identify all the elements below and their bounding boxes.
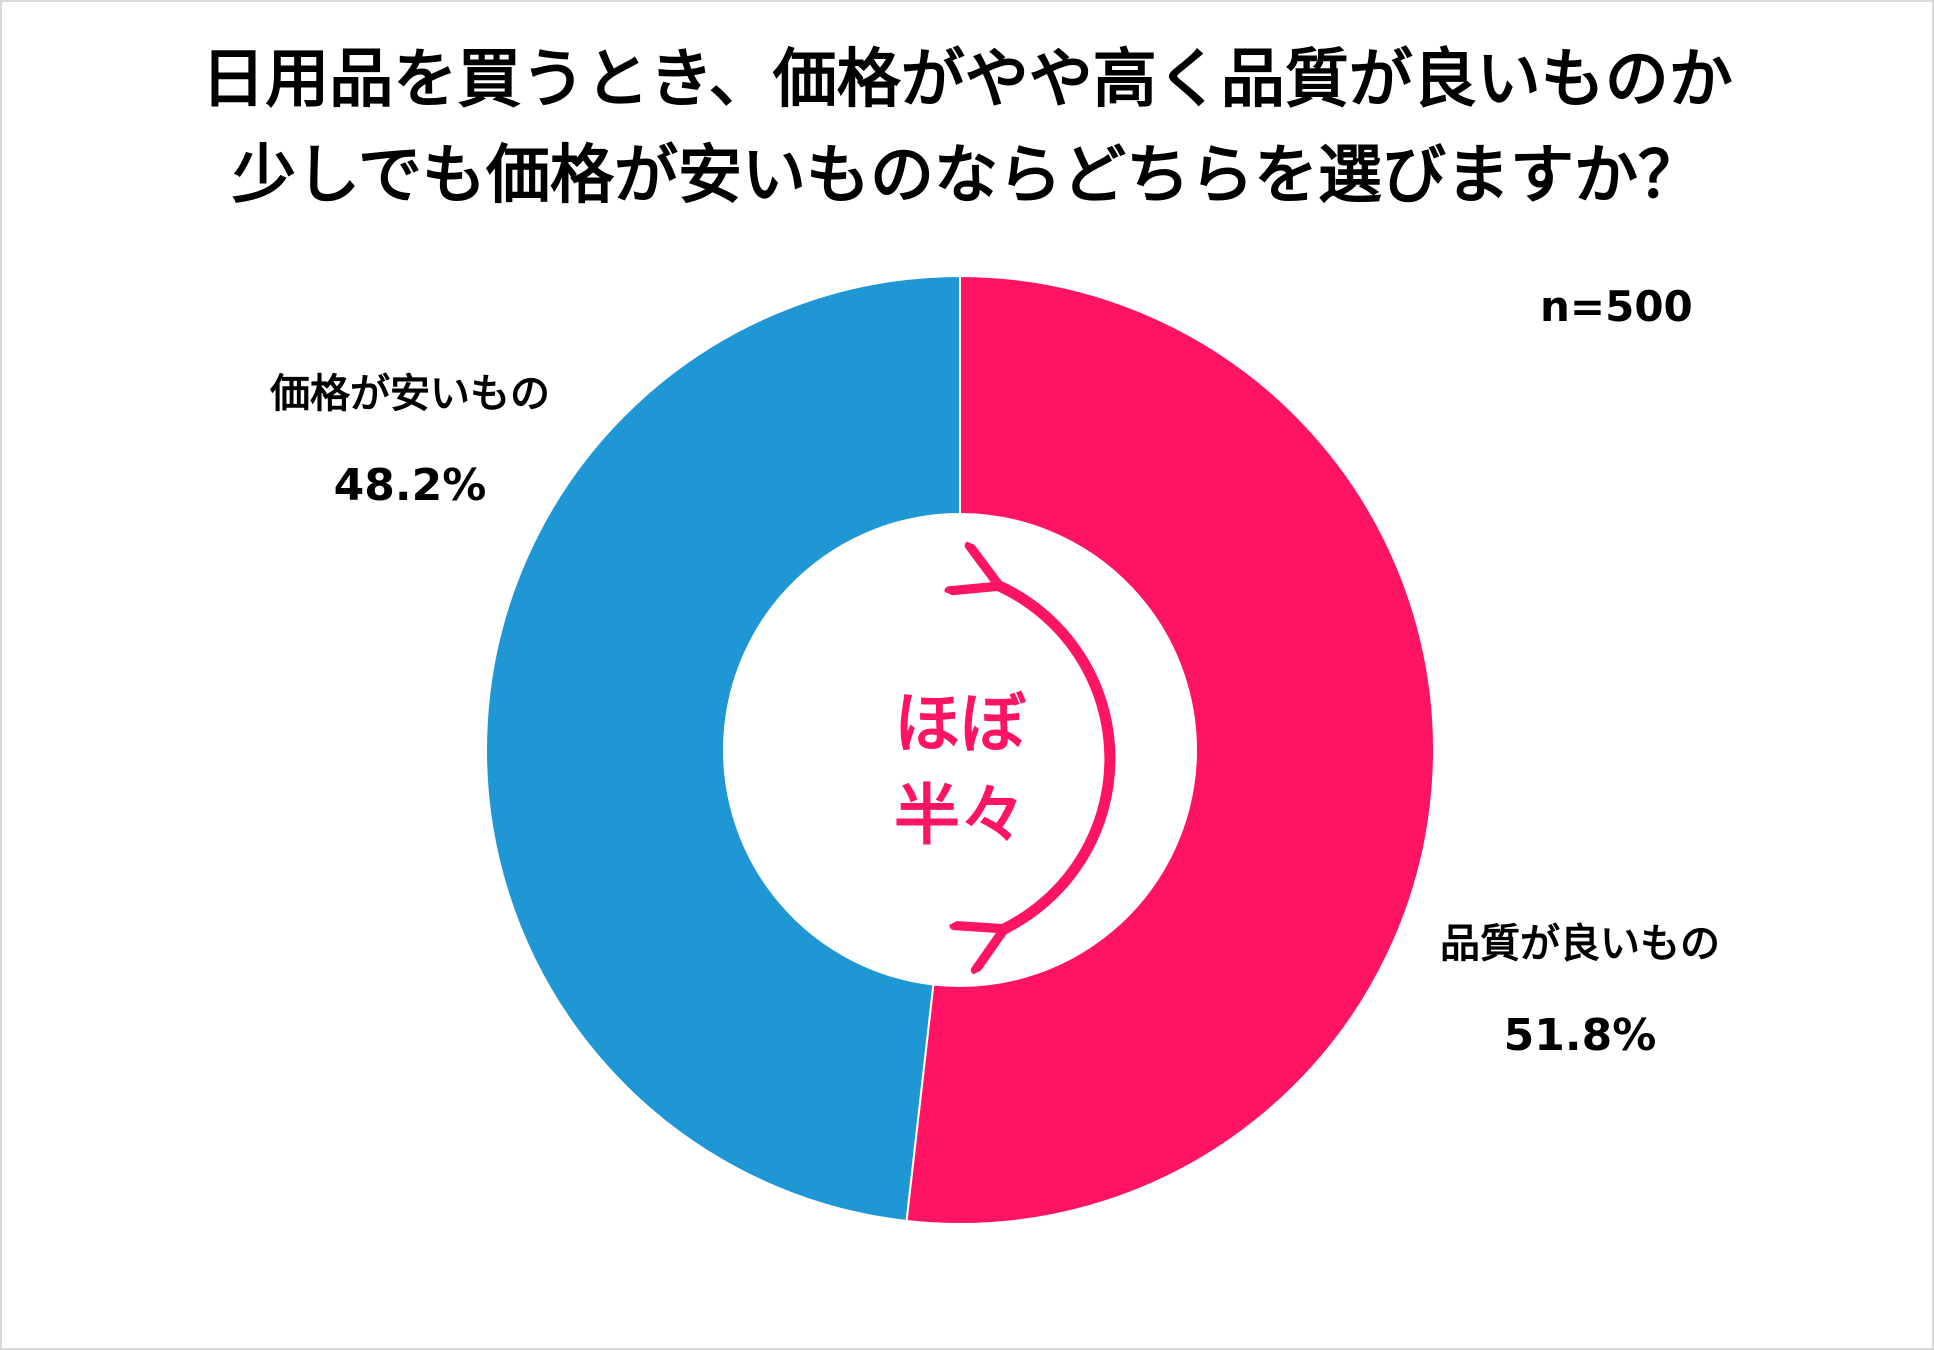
slice-label-quality-name: 品質が良いもの <box>1440 921 1720 967</box>
donut-slice-cheap <box>485 274 961 1223</box>
center-annotation: ほぼ 半々 <box>860 678 1060 862</box>
title-line-2: 少しでも価格が安いものならどちらを選びますか？ <box>231 139 1703 213</box>
slice-label-quality-value: 51.8% <box>1503 1010 1657 1061</box>
slice-label-cheap-name: 価格が安いもの <box>270 371 550 417</box>
donut-slice-quality <box>905 274 1435 1225</box>
slice-label-quality: 品質が良いもの 51.8% <box>1400 916 1760 1066</box>
center-annotation-line-1: ほぼ <box>894 685 1026 762</box>
sample-size-label: n=500 <box>1540 282 1693 331</box>
slice-label-cheap: 価格が安いもの 48.2% <box>235 366 585 516</box>
chart-title: 日用品を買うとき、価格がやや高く品質が良いものか 少しでも価格が安いものならどち… <box>0 32 1934 224</box>
slice-label-cheap-value: 48.2% <box>333 460 487 511</box>
swap-arrow-icon <box>997 585 1116 930</box>
center-annotation-line-2: 半々 <box>894 777 1026 854</box>
title-line-1: 日用品を買うとき、価格がやや高く品質が良いものか <box>201 43 1733 117</box>
